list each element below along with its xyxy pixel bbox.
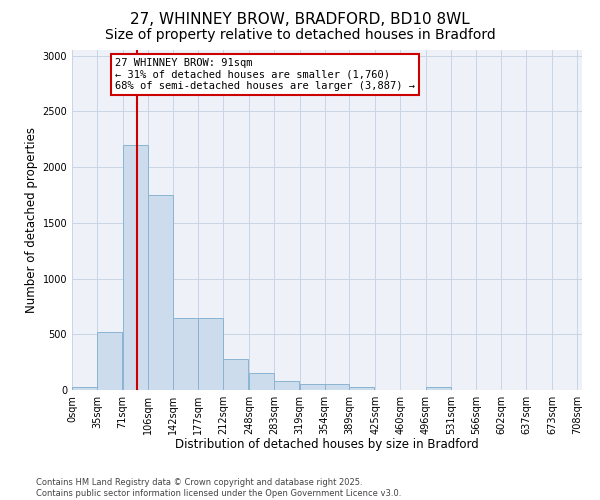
Bar	[299, 384, 325, 390]
Text: Contains HM Land Registry data © Crown copyright and database right 2025.
Contai: Contains HM Land Registry data © Crown c…	[36, 478, 401, 498]
Bar	[97, 332, 122, 390]
Bar	[223, 359, 248, 390]
Text: 27 WHINNEY BROW: 91sqm
← 31% of detached houses are smaller (1,760)
68% of semi-: 27 WHINNEY BROW: 91sqm ← 31% of detached…	[115, 58, 415, 91]
Bar	[249, 374, 274, 390]
Bar	[325, 384, 349, 390]
Y-axis label: Number of detached properties: Number of detached properties	[25, 127, 38, 313]
Bar	[148, 195, 173, 390]
Bar	[349, 386, 374, 390]
Bar	[198, 318, 223, 390]
Text: 27, WHINNEY BROW, BRADFORD, BD10 8WL: 27, WHINNEY BROW, BRADFORD, BD10 8WL	[130, 12, 470, 28]
Text: Size of property relative to detached houses in Bradford: Size of property relative to detached ho…	[104, 28, 496, 42]
Bar	[72, 386, 97, 390]
Bar	[426, 386, 451, 390]
X-axis label: Distribution of detached houses by size in Bradford: Distribution of detached houses by size …	[175, 438, 479, 452]
Bar	[274, 381, 299, 390]
Bar	[122, 145, 148, 390]
Bar	[173, 318, 198, 390]
